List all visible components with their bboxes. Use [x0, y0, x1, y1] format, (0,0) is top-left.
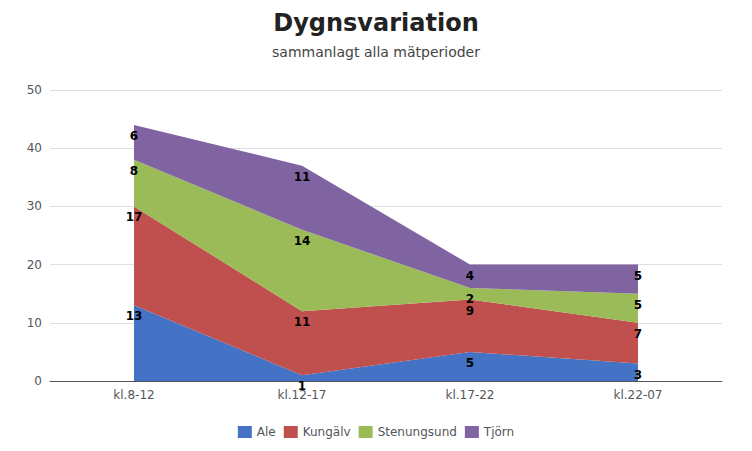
svg-text:11: 11: [294, 170, 311, 184]
svg-text:3: 3: [634, 368, 642, 382]
svg-text:40: 40: [27, 141, 42, 155]
svg-text:kl.22-07: kl.22-07: [614, 388, 663, 402]
svg-text:20: 20: [27, 258, 42, 272]
svg-text:9: 9: [465, 303, 475, 318]
svg-text:Ale: Ale: [257, 425, 276, 439]
svg-text:sammanlagt alla mätperioder: sammanlagt alla mätperioder: [272, 44, 480, 60]
svg-text:4: 4: [466, 269, 474, 283]
svg-text:17: 17: [126, 210, 143, 224]
svg-text:5: 5: [634, 269, 642, 283]
svg-text:Tjörn: Tjörn: [483, 425, 514, 439]
svg-text:2: 2: [466, 292, 474, 306]
svg-text:kl.17-22: kl.17-22: [446, 388, 495, 402]
svg-text:Dygnsvariation: Dygnsvariation: [273, 9, 479, 37]
svg-text:1: 1: [298, 379, 306, 393]
svg-text:Stenungsund: Stenungsund: [378, 425, 457, 439]
svg-text:kl.12-17: kl.12-17: [277, 388, 327, 402]
svg-text:6: 6: [130, 129, 138, 143]
svg-text:50: 50: [27, 83, 42, 97]
svg-text:8: 8: [130, 164, 138, 178]
svg-text:5: 5: [466, 356, 474, 370]
svg-text:14: 14: [294, 234, 311, 248]
svg-text:7: 7: [634, 327, 642, 341]
svg-text:kl.8-12: kl.8-12: [113, 388, 154, 402]
svg-text:0: 0: [34, 374, 42, 388]
svg-text:5: 5: [634, 298, 642, 312]
svg-text:11: 11: [294, 315, 311, 329]
svg-text:10: 10: [27, 316, 42, 330]
svg-text:Kungälv: Kungälv: [303, 425, 351, 439]
svg-text:13: 13: [126, 309, 143, 323]
svg-text:30: 30: [27, 199, 42, 213]
